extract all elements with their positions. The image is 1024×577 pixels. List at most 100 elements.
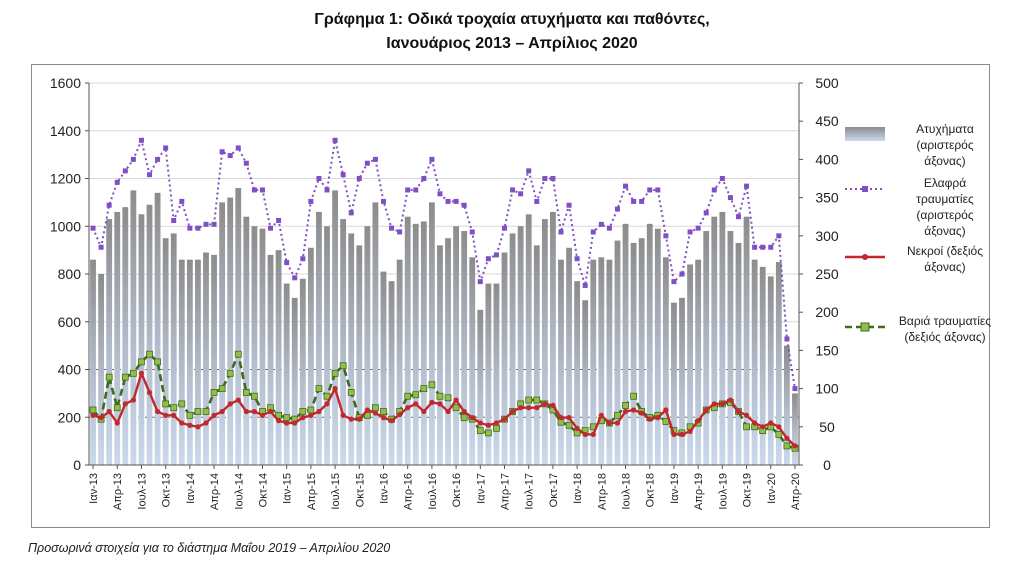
bar-accidents <box>437 245 443 465</box>
point-deaths <box>784 435 790 441</box>
bar-accidents <box>445 238 451 465</box>
point-deaths <box>429 399 435 405</box>
point-light-injuries <box>776 233 782 239</box>
bar-accidents <box>170 233 177 465</box>
point-severe-injuries <box>226 369 234 377</box>
left-tick-label: 600 <box>58 314 82 330</box>
bar-accidents <box>477 309 484 465</box>
bar-accidents <box>332 190 338 465</box>
x-tick-label: Απρ-19 <box>693 473 705 510</box>
bar-accidents <box>783 345 790 465</box>
bar-accidents <box>219 202 226 465</box>
point-deaths <box>639 410 645 416</box>
bar-accidents <box>259 228 266 465</box>
x-tick-label: Οκτ-17 <box>548 473 560 507</box>
x-tick-label: Ιουλ-16 <box>427 473 439 510</box>
point-deaths <box>485 422 491 428</box>
point-light-injuries <box>171 218 177 224</box>
point-light-injuries <box>445 198 451 204</box>
bar-accidents <box>186 259 193 465</box>
point-deaths <box>760 424 766 430</box>
point-severe-injuries <box>121 373 129 381</box>
point-severe-injuries <box>242 389 250 396</box>
point-deaths <box>542 401 548 407</box>
x-tick-label: Ιαν-13 <box>88 473 100 504</box>
point-deaths <box>203 420 209 426</box>
legend-item-deaths: Νεκροί (δεξιός άξονας) <box>845 243 995 313</box>
bar-accidents <box>130 190 137 465</box>
point-light-injuries <box>469 229 475 235</box>
point-deaths <box>501 416 508 422</box>
bar-accidents <box>243 216 250 465</box>
x-tick-label: Οκτ-13 <box>161 473 173 507</box>
point-light-injuries <box>332 137 338 143</box>
left-tick-label: 0 <box>73 457 81 473</box>
bar-accidents <box>574 281 581 465</box>
point-deaths <box>550 402 556 409</box>
bar-accidents <box>90 259 96 465</box>
right-tick-label: 0 <box>823 457 831 473</box>
bar-accidents <box>291 297 298 465</box>
point-light-injuries <box>542 176 548 181</box>
left-tick-label: 1200 <box>50 171 81 187</box>
point-deaths <box>598 412 604 418</box>
legend-line-deaths <box>845 254 885 260</box>
bar-accidents <box>404 216 411 465</box>
bar-accidents <box>525 214 532 465</box>
point-light-injuries <box>187 225 193 231</box>
point-light-injuries <box>227 153 233 159</box>
bar-accidents <box>461 231 468 465</box>
point-deaths <box>332 386 338 392</box>
point-deaths <box>90 412 96 418</box>
point-light-injuries <box>130 156 136 162</box>
point-light-injuries <box>760 244 766 250</box>
point-deaths <box>98 415 104 421</box>
bar-accidents <box>630 242 637 465</box>
point-deaths <box>622 408 629 415</box>
bar-accidents <box>146 204 153 465</box>
point-deaths <box>372 410 379 416</box>
point-deaths <box>711 401 717 407</box>
point-severe-injuries <box>347 389 355 396</box>
point-deaths <box>219 408 225 415</box>
bar-accidents <box>106 219 113 465</box>
point-light-injuries <box>292 275 298 281</box>
bar-accidents <box>695 259 702 465</box>
point-severe-injuries <box>194 408 202 415</box>
point-light-injuries <box>163 145 169 151</box>
point-light-injuries <box>348 210 354 216</box>
bar-accidents <box>735 242 742 465</box>
bar-accidents <box>671 302 677 465</box>
bar-accidents <box>388 281 395 465</box>
x-tick-label: Απρ-15 <box>306 473 318 510</box>
point-light-injuries <box>122 168 128 174</box>
bar-accidents <box>582 300 589 465</box>
point-deaths <box>727 397 734 403</box>
point-light-injuries <box>219 149 225 155</box>
point-deaths <box>413 401 419 407</box>
point-light-injuries <box>308 198 314 204</box>
chart-title-line1: Γράφημα 1: Οδικά τροχαία ατυχήματα και π… <box>314 11 710 28</box>
point-deaths <box>211 412 217 418</box>
x-tick-label: Ιαν-14 <box>185 473 197 504</box>
point-severe-injuries <box>484 429 492 437</box>
point-deaths <box>703 407 709 413</box>
point-deaths <box>235 397 241 403</box>
point-light-injuries <box>98 244 104 250</box>
legend-label-deaths: Νεκροί (δεξιός άξονας) <box>906 244 984 274</box>
legend-line-severe-injuries <box>845 322 885 332</box>
bar-accidents <box>340 219 347 465</box>
point-deaths <box>445 408 451 415</box>
x-tick-label: Απρ-13 <box>112 473 124 510</box>
point-deaths <box>154 408 161 415</box>
point-deaths <box>138 370 145 376</box>
bar-accidents <box>751 259 758 465</box>
point-severe-injuries <box>162 400 170 408</box>
point-light-injuries <box>574 256 580 262</box>
point-severe-injuries <box>218 385 226 393</box>
bar-accidents <box>154 192 161 465</box>
point-light-injuries <box>784 336 790 342</box>
bar-accidents <box>195 259 201 465</box>
bar-accidents <box>687 264 693 465</box>
bar-accidents <box>775 262 782 465</box>
